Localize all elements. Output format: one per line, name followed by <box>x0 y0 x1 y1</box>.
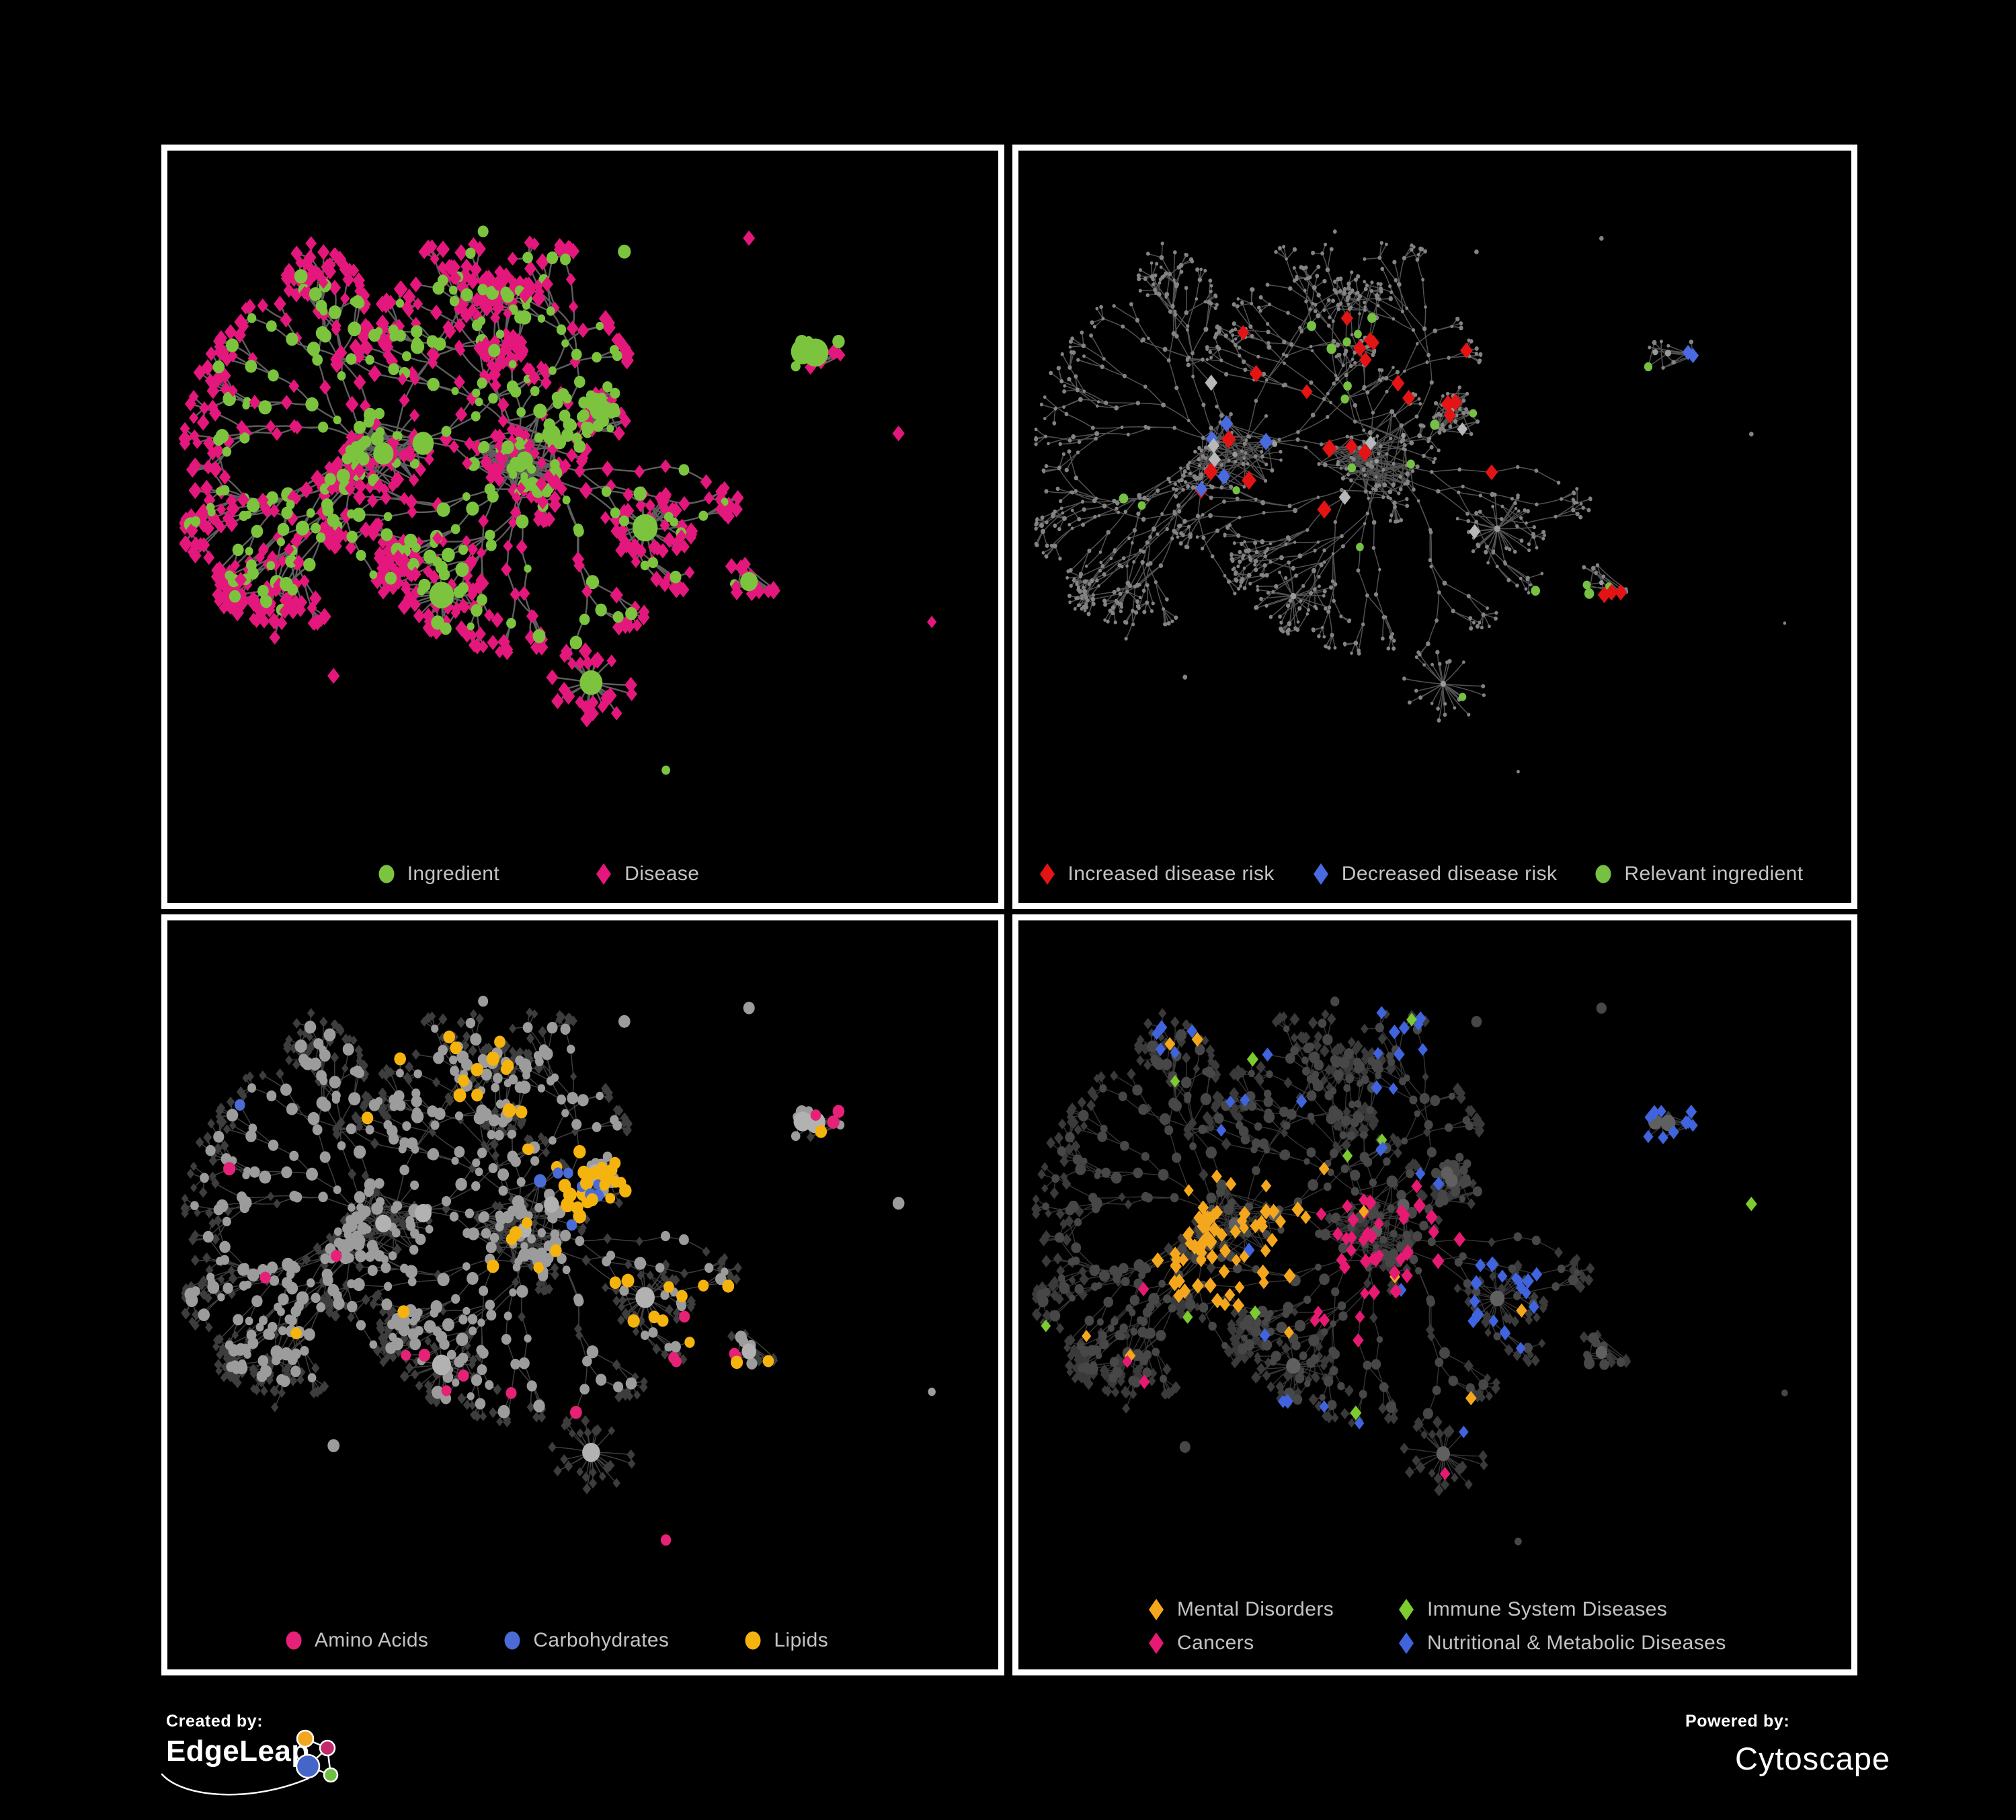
edgeleap-swoosh-icon <box>161 1773 310 1796</box>
legend-label: Cancers <box>1177 1632 1254 1654</box>
legend-label: Amino Acids <box>314 1629 429 1651</box>
legend-disease-classes: Mental Disorders Immune System Diseases … <box>1146 1598 1726 1655</box>
immune-system-diseases-diamond-icon <box>1399 1599 1414 1620</box>
legend-item: Nutritional & Metabolic Diseases <box>1396 1632 1726 1655</box>
network-graph-disease-risk <box>1034 229 1787 774</box>
cytoscape-wordmark: Cytoscape <box>1735 1740 1891 1776</box>
edgeleap-logo: EdgeLeap <box>161 1729 516 1804</box>
disease-diamond-icon <box>596 863 612 885</box>
panel-ingredient-classes: Amino Acids Carbohydrates Lipids <box>161 914 1004 1675</box>
legend-label: Ingredient <box>407 863 500 885</box>
legend-item: Decreased disease risk <box>1311 863 1558 885</box>
panel-disease-risk: Increased disease risk Decreased disease… <box>1012 145 1857 909</box>
panel-ingredient-disease: Ingredient Disease <box>161 145 1004 909</box>
legend-label: Lipids <box>774 1629 829 1651</box>
edgeleap-network-icon <box>295 1729 339 1783</box>
carbohydrates-circle-icon <box>504 1631 520 1650</box>
network-graph-ingredient-classes <box>180 995 936 1546</box>
mental-disorders-diamond-icon <box>1149 1599 1164 1620</box>
network-graph-disease-classes <box>1031 996 1788 1546</box>
relevant-ingredient-circle-icon <box>1595 865 1611 883</box>
legend-label: Disease <box>624 863 700 885</box>
edgeleap-wordmark: EdgeLeap <box>166 1735 310 1768</box>
legend-label: Nutritional & Metabolic Diseases <box>1427 1632 1726 1654</box>
created-by-brand: Created by: EdgeLeap <box>161 1712 516 1819</box>
legend-disease-risk: Increased disease risk Decreased disease… <box>1004 863 1837 885</box>
legend-label: Immune System Diseases <box>1427 1598 1668 1620</box>
increased-risk-diamond-icon <box>1039 863 1055 885</box>
ingredient-circle-icon <box>378 865 395 883</box>
legend-item: Lipids <box>743 1629 828 1652</box>
powered-by-label: Powered by: <box>1685 1712 1790 1731</box>
legend-label: Mental Disorders <box>1177 1598 1334 1620</box>
legend-label: Relevant ingredient <box>1624 863 1804 885</box>
legend-ingredient-disease: Ingredient Disease <box>122 863 953 885</box>
legend-item: Ingredient <box>376 863 499 885</box>
amino-acids-circle-icon <box>286 1631 302 1650</box>
legend-item: Cancers <box>1146 1632 1396 1655</box>
decreased-risk-diamond-icon <box>1313 863 1328 885</box>
created-by-label: Created by: <box>166 1712 264 1731</box>
legend-item: Relevant ingredient <box>1593 863 1803 885</box>
legend-label: Decreased disease risk <box>1341 863 1558 885</box>
legend-ingredient-classes: Amino Acids Carbohydrates Lipids <box>140 1629 971 1652</box>
network-graph-ingredient-disease <box>178 225 937 775</box>
legend-item: Immune System Diseases <box>1396 1598 1726 1621</box>
powered-by-brand: Powered by: Cytoscape <box>1685 1712 1968 1819</box>
cytoscape-logo: Cytoscape <box>1685 1737 1968 1780</box>
legend-item: Mental Disorders <box>1146 1598 1396 1621</box>
legend-label: Carbohydrates <box>533 1629 670 1651</box>
nutritional-metabolic-diseases-diamond-icon <box>1399 1632 1414 1654</box>
legend-label: Increased disease risk <box>1067 863 1275 885</box>
cancers-diamond-icon <box>1149 1632 1164 1654</box>
lipids-circle-icon <box>745 1631 761 1650</box>
legend-item: Disease <box>594 863 699 885</box>
legend-item: Amino Acids <box>284 1629 428 1652</box>
legend-item: Carbohydrates <box>502 1629 669 1652</box>
legend-item: Increased disease risk <box>1037 863 1275 885</box>
cytoscape-network-icon <box>1685 1739 1713 1776</box>
panel-disease-classes: Mental Disorders Immune System Diseases … <box>1012 914 1857 1675</box>
